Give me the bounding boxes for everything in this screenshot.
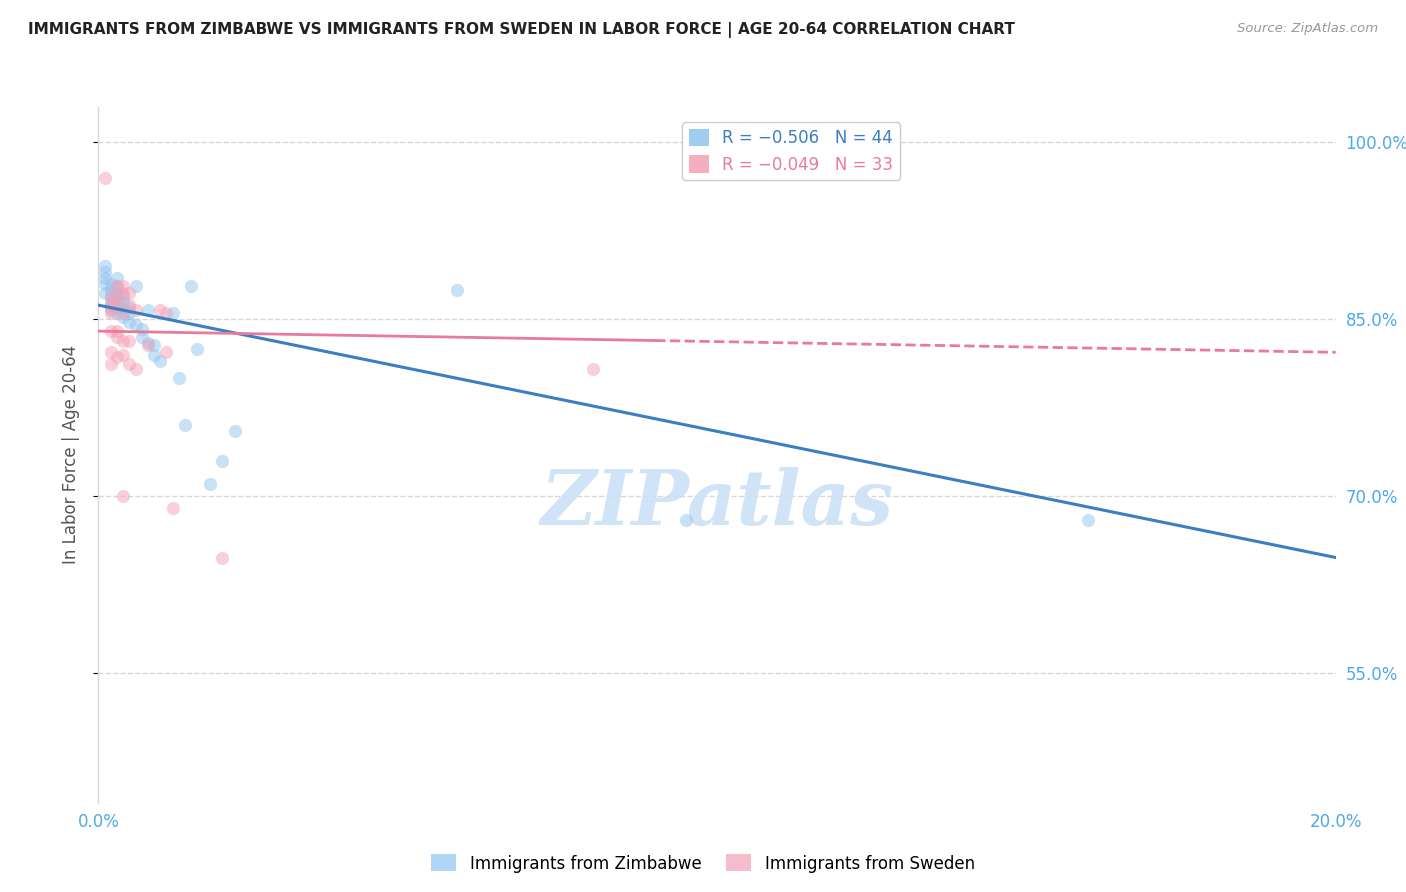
Point [100,294,122,309]
Point [124,302,146,317]
Point [105,291,128,305]
Point [131,330,153,344]
Point [124,318,146,333]
Point [446,283,468,297]
Point [105,291,128,305]
Point [112,306,135,320]
Point [162,500,184,515]
Point [174,418,197,433]
Point [100,306,122,320]
Point [100,301,122,315]
Point [105,279,128,293]
Point [105,279,128,293]
Legend: Immigrants from Zimbabwe, Immigrants from Sweden: Immigrants from Zimbabwe, Immigrants fro… [425,847,981,880]
Point [149,302,172,317]
Point [155,306,177,320]
Point [105,301,128,315]
Point [582,361,605,376]
Point [118,334,141,348]
Point [112,279,135,293]
Point [118,315,141,329]
Point [136,335,159,350]
Text: IMMIGRANTS FROM ZIMBABWE VS IMMIGRANTS FROM SWEDEN IN LABOR FORCE | AGE 20-64 CO: IMMIGRANTS FROM ZIMBABWE VS IMMIGRANTS F… [28,22,1015,38]
Point [100,289,122,303]
Y-axis label: In Labor Force | Age 20-64: In Labor Force | Age 20-64 [62,345,80,565]
Point [198,477,221,491]
Point [105,298,128,312]
Point [105,350,128,364]
Point [93,265,115,279]
Point [211,454,233,468]
Point [93,277,115,291]
Legend: R = −0.506   N = 44, R = −0.049   N = 33: R = −0.506 N = 44, R = −0.049 N = 33 [682,122,900,180]
Point [105,330,128,344]
Point [167,371,190,385]
Point [112,289,135,303]
Point [105,324,128,338]
Point [118,301,141,315]
Point [180,279,202,293]
Point [93,170,115,185]
Point [100,298,122,312]
Point [100,298,122,312]
Point [118,357,141,371]
Point [131,322,153,336]
Point [124,279,146,293]
Point [112,489,135,503]
Point [93,259,115,273]
Point [112,301,135,315]
Point [155,345,177,359]
Point [112,348,135,362]
Point [124,361,146,376]
Point [162,306,184,320]
Point [105,286,128,301]
Point [136,302,159,317]
Point [93,286,115,301]
Point [105,271,128,285]
Point [93,271,115,285]
Point [100,357,122,371]
Point [112,334,135,348]
Point [136,338,159,352]
Point [112,286,135,301]
Point [143,338,166,352]
Point [675,513,697,527]
Point [1077,513,1099,527]
Text: Source: ZipAtlas.com: Source: ZipAtlas.com [1237,22,1378,36]
Point [100,277,122,291]
Point [100,289,122,303]
Point [118,306,141,320]
Text: ZIPatlas: ZIPatlas [540,467,894,541]
Point [118,298,141,312]
Point [211,550,233,565]
Point [143,348,166,362]
Point [105,306,128,320]
Point [112,310,135,324]
Point [100,283,122,297]
Point [149,353,172,368]
Point [100,302,122,317]
Point [112,294,135,309]
Point [186,342,208,356]
Point [100,324,122,338]
Point [118,286,141,301]
Point [224,425,246,439]
Point [100,345,122,359]
